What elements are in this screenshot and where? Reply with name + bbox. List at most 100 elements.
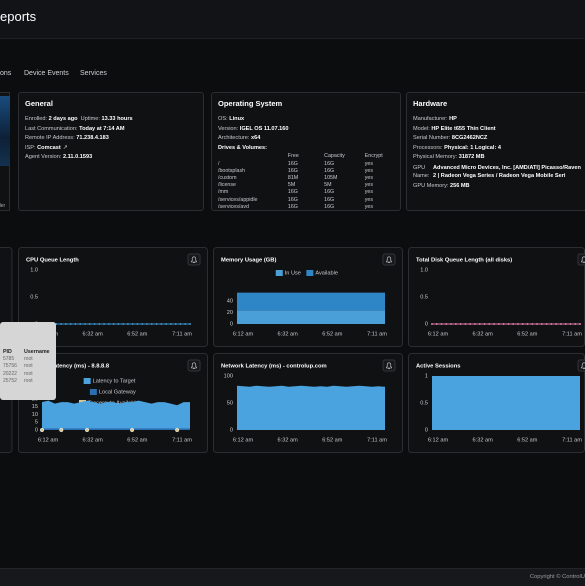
marker (574, 323, 576, 325)
marker (488, 323, 490, 325)
marker (103, 323, 105, 325)
alert-button[interactable] (578, 254, 585, 265)
marker (555, 323, 557, 325)
marker (79, 323, 81, 325)
x-tick-label: 7:11 am (367, 437, 387, 443)
marker (507, 323, 509, 325)
marker (474, 323, 476, 325)
tooltip-header-cell: Username (24, 349, 54, 356)
x-tick-label: 7:11 am (562, 437, 582, 443)
y-tick-label: 15 (32, 404, 38, 410)
marker (151, 323, 153, 325)
tooltip-cell: root (24, 371, 54, 378)
y-tick-label: 0.5 (30, 294, 38, 300)
marker (170, 323, 172, 325)
x-tick-label: 6:32 am (473, 437, 494, 443)
legend-swatch (276, 270, 283, 276)
area (432, 376, 580, 430)
legend-swatch (306, 270, 313, 276)
alert-button[interactable] (383, 360, 395, 371)
marker (127, 323, 129, 325)
marker (40, 428, 44, 432)
marker (175, 323, 177, 325)
x-tick-label: 7:11 am (172, 331, 192, 337)
marker (455, 323, 457, 325)
marker (569, 323, 571, 325)
x-tick-label: 6:52 am (127, 437, 148, 443)
legend-label: Latency to Target (93, 378, 136, 384)
area (42, 401, 190, 430)
y-tick-label: 0 (425, 321, 428, 327)
y-tick-label: 1 (425, 373, 428, 379)
legend-swatch (84, 378, 91, 384)
chart-title: Total Disk Queue Length (all disks) (416, 258, 512, 264)
chart-title: Active Sessions (416, 364, 460, 370)
marker (522, 323, 524, 325)
marker (189, 323, 191, 325)
alert-button[interactable] (188, 254, 200, 265)
tooltip-cell: root (24, 356, 54, 363)
marker (546, 323, 548, 325)
marker (94, 323, 96, 325)
tooltip-cell: 20222 (3, 371, 24, 378)
x-tick-label: 6:32 am (278, 331, 299, 337)
x-tick-label: 6:32 am (83, 437, 104, 443)
marker (441, 323, 443, 325)
marker (450, 323, 452, 325)
marker (179, 323, 181, 325)
marker (122, 323, 124, 325)
area (237, 293, 385, 311)
x-tick-label: 6:12 am (428, 437, 449, 443)
y-tick-label: 20 (227, 310, 233, 316)
x-tick-label: 6:12 am (233, 331, 254, 337)
x-tick-label: 6:32 am (83, 331, 104, 337)
legend-label: In Use (285, 270, 301, 276)
y-tick-label: 1.0 (30, 267, 38, 273)
y-tick-label: 50 (227, 400, 233, 406)
marker (130, 428, 134, 432)
chart-title: CPU Queue Length (26, 258, 79, 264)
marker (493, 323, 495, 325)
marker (531, 323, 533, 325)
marker (70, 323, 72, 325)
alert-button[interactable] (188, 360, 200, 371)
chart-title: Memory Usage (GB) (221, 258, 276, 264)
marker (560, 323, 562, 325)
marker (160, 323, 162, 325)
marker (141, 323, 143, 325)
y-tick-label: 0 (230, 427, 233, 433)
x-tick-label: 6:12 am (233, 437, 254, 443)
marker (65, 323, 67, 325)
alert-button[interactable] (383, 254, 395, 265)
marker (60, 428, 64, 432)
y-tick-label: 1.0 (420, 267, 428, 273)
marker (479, 323, 481, 325)
x-tick-label: 6:52 am (517, 437, 538, 443)
x-tick-label: 7:11 am (562, 331, 582, 337)
y-tick-label: 0 (230, 321, 233, 327)
marker (550, 323, 552, 325)
marker (136, 323, 138, 325)
marker (484, 323, 486, 325)
tooltip-cell: root (24, 363, 54, 370)
marker (579, 323, 581, 325)
alert-button[interactable] (578, 360, 585, 371)
marker (503, 323, 505, 325)
marker (498, 323, 500, 325)
marker (85, 428, 89, 432)
marker (460, 323, 462, 325)
legend-label: Local Gateway (99, 389, 136, 395)
marker (60, 323, 62, 325)
x-tick-label: 6:52 am (127, 331, 148, 337)
marker (84, 323, 86, 325)
marker (445, 323, 447, 325)
area (237, 386, 385, 430)
marker (146, 323, 148, 325)
marker (512, 323, 514, 325)
tooltip-header-cell: PID (3, 349, 24, 356)
legend-label: Available (315, 270, 338, 276)
x-tick-label: 6:32 am (473, 331, 494, 337)
marker (74, 323, 76, 325)
